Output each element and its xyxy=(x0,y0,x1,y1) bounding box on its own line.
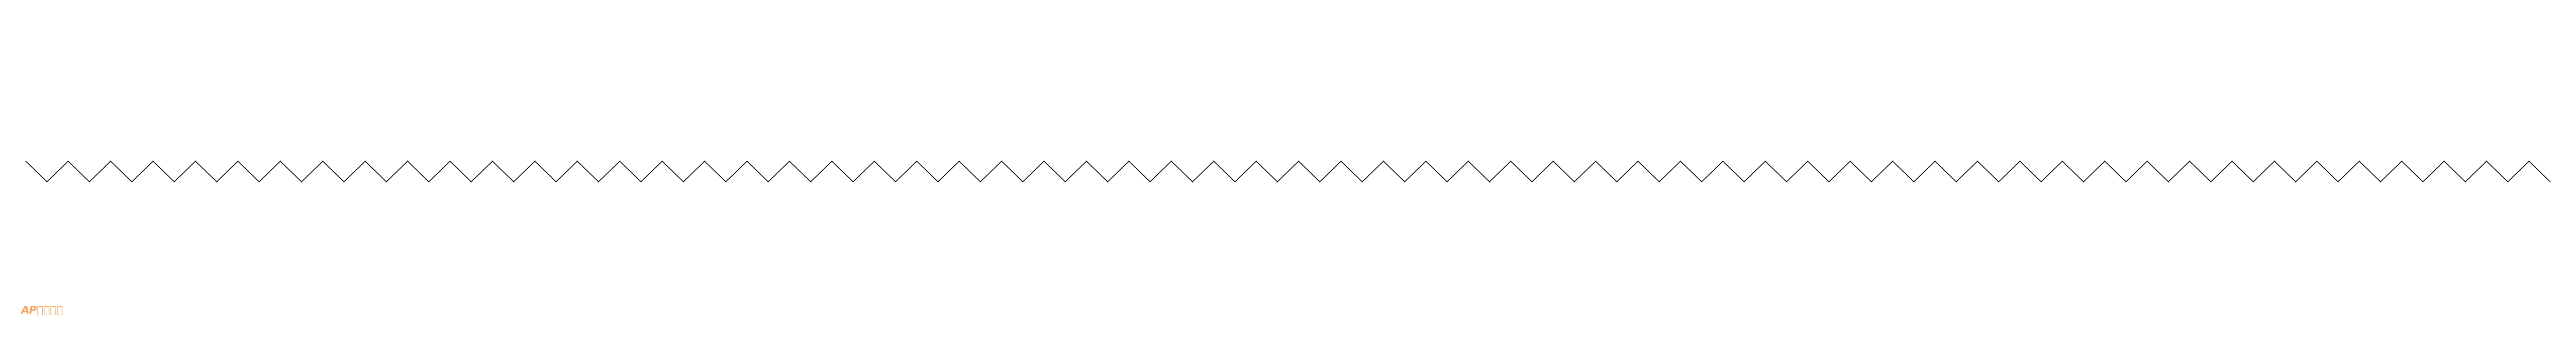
Text: AP专肽生物: AP专肽生物 xyxy=(21,305,62,316)
